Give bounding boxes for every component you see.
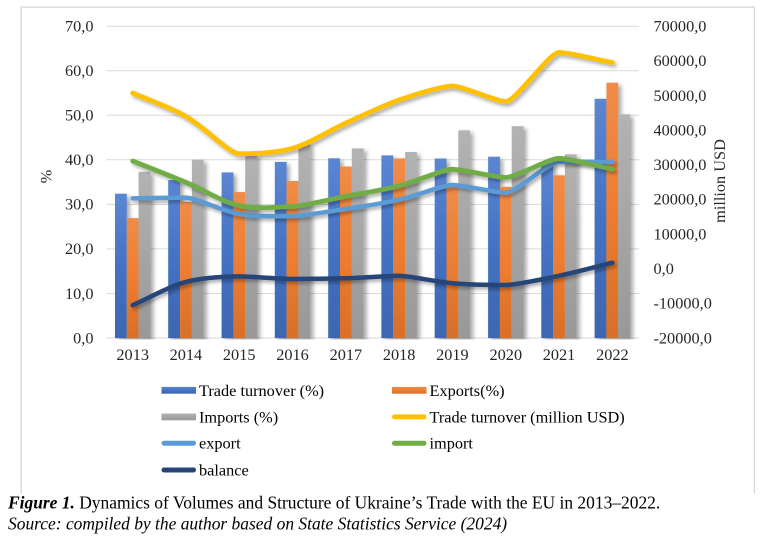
svg-text:2016: 2016 bbox=[276, 345, 309, 364]
svg-text:Imports (%): Imports (%) bbox=[199, 407, 278, 426]
svg-text:Trade turnover (%): Trade turnover (%) bbox=[199, 381, 324, 400]
svg-text:50000,0: 50000,0 bbox=[654, 86, 707, 105]
svg-text:-10000,0: -10000,0 bbox=[654, 294, 712, 313]
svg-text:Exports(%): Exports(%) bbox=[430, 381, 505, 400]
svg-text:import: import bbox=[430, 434, 474, 453]
svg-text:Trade turnover (million USD): Trade turnover (million USD) bbox=[430, 407, 625, 426]
svg-text:2017: 2017 bbox=[330, 345, 363, 364]
svg-text:2020: 2020 bbox=[490, 345, 523, 364]
svg-text:30,0: 30,0 bbox=[65, 195, 94, 214]
svg-text:50,0: 50,0 bbox=[65, 106, 94, 125]
svg-text:balance: balance bbox=[199, 461, 249, 480]
svg-text:0,0: 0,0 bbox=[73, 328, 93, 347]
svg-text:2019: 2019 bbox=[436, 345, 469, 364]
svg-text:10,0: 10,0 bbox=[65, 284, 94, 303]
svg-text:Source: compiled by the author: Source: compiled by the author based on … bbox=[8, 514, 507, 534]
svg-text:10000,0: 10000,0 bbox=[654, 224, 707, 243]
svg-text:2015: 2015 bbox=[223, 345, 256, 364]
svg-text:70,0: 70,0 bbox=[65, 17, 94, 36]
svg-text:60000,0: 60000,0 bbox=[654, 51, 707, 70]
svg-text:-20000,0: -20000,0 bbox=[654, 328, 712, 347]
svg-text:%: % bbox=[37, 170, 56, 184]
svg-text:2022: 2022 bbox=[596, 345, 629, 364]
svg-text:30000,0: 30000,0 bbox=[654, 155, 707, 174]
svg-text:0,0: 0,0 bbox=[654, 259, 674, 278]
svg-text:2013: 2013 bbox=[116, 345, 149, 364]
svg-text:2018: 2018 bbox=[383, 345, 416, 364]
svg-text:export: export bbox=[199, 434, 241, 453]
svg-text:70000,0: 70000,0 bbox=[654, 17, 707, 36]
svg-text:60,0: 60,0 bbox=[65, 61, 94, 80]
svg-text:2014: 2014 bbox=[170, 345, 203, 364]
svg-text:20000,0: 20000,0 bbox=[654, 190, 707, 209]
svg-text:40,0: 40,0 bbox=[65, 150, 94, 169]
svg-text:20,0: 20,0 bbox=[65, 239, 94, 258]
svg-text:Figure 1. Dynamics of Volumes: Figure 1. Dynamics of Volumes and Struct… bbox=[7, 493, 660, 513]
svg-text:million USD: million USD bbox=[710, 139, 729, 223]
svg-text:40000,0: 40000,0 bbox=[654, 120, 707, 139]
svg-text:2021: 2021 bbox=[543, 345, 576, 364]
